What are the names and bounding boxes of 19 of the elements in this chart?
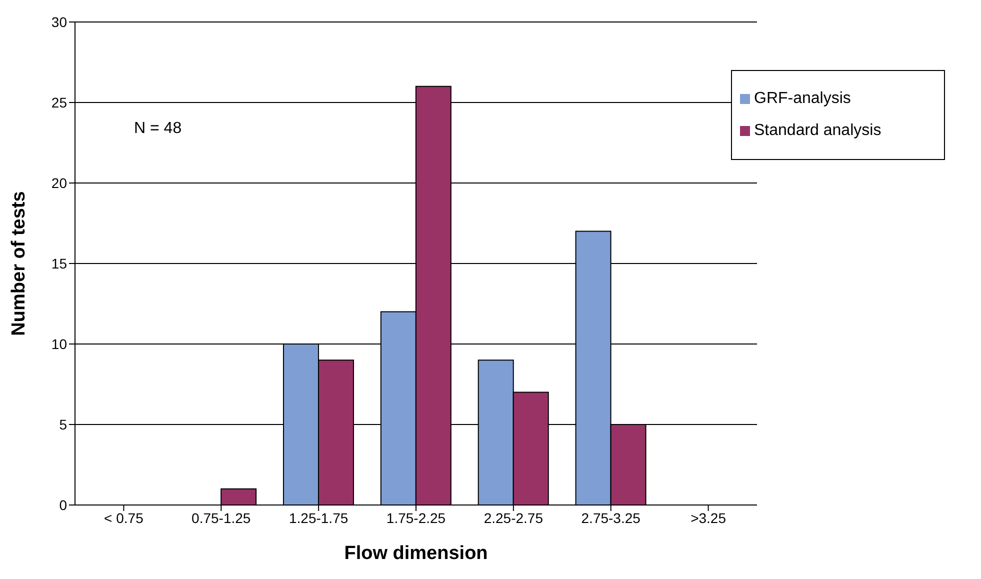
legend-label: Standard analysis — [754, 122, 882, 139]
x-axis-title: Flow dimension — [344, 543, 488, 564]
annotation: N = 48 — [134, 120, 182, 138]
y-tick-label: 30 — [51, 14, 68, 30]
x-tick-label: 1.25-1.75 — [288, 510, 348, 526]
x-tick-label: >3.25 — [690, 510, 726, 526]
x-tick-label: 2.75-3.25 — [581, 510, 641, 526]
y-tick-label: 0 — [59, 496, 68, 513]
y-tick-label: 25 — [51, 94, 68, 110]
x-tick-label: 0.75-1.25 — [192, 510, 251, 526]
y-tick-label: 20 — [51, 174, 68, 191]
y-tick-label: 10 — [51, 336, 68, 352]
x-tick-label: < 0.75 — [104, 510, 144, 526]
y-tick-label: 15 — [51, 255, 68, 272]
legend-label: GRF-analysis — [754, 90, 851, 107]
y-axis-title: Number of tests — [8, 191, 30, 336]
x-tick-label: 1.75-2.25 — [386, 510, 446, 526]
y-tick-label: 5 — [59, 416, 68, 432]
x-tick-label: 2.25-2.75 — [484, 510, 544, 526]
